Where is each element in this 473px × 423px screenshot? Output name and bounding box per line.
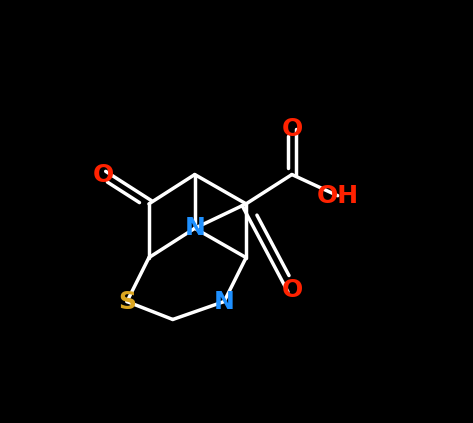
- Text: OH: OH: [316, 184, 359, 208]
- Text: O: O: [281, 278, 303, 302]
- Text: S: S: [118, 290, 136, 313]
- Text: O: O: [281, 117, 303, 141]
- Text: N: N: [214, 290, 235, 313]
- Text: N: N: [184, 216, 205, 240]
- Text: O: O: [93, 162, 114, 187]
